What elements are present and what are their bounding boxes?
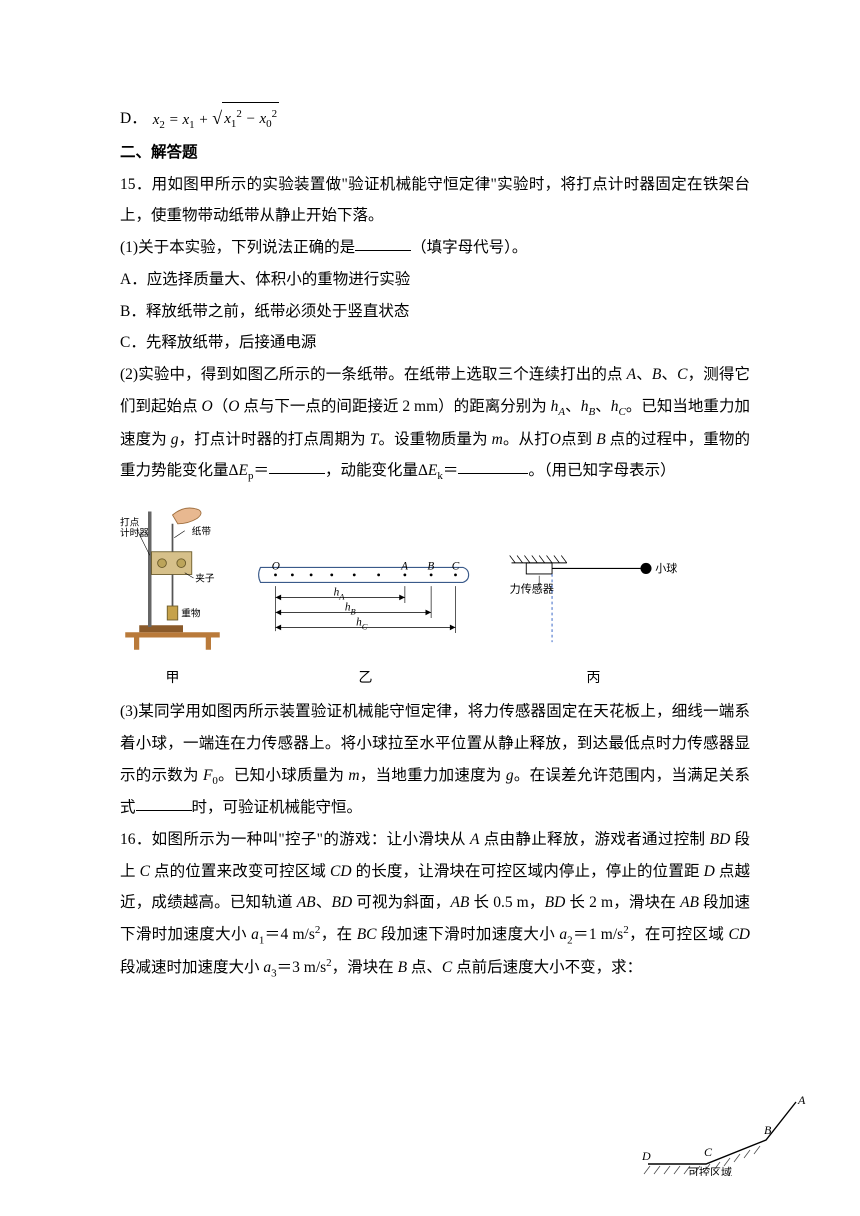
q15-option-b: B．释放纸带之前，纸带必须处于竖直状态: [120, 296, 750, 328]
svg-text:hB: hB: [345, 601, 356, 616]
svg-text:A: A: [400, 560, 408, 572]
svg-text:A: A: [797, 1094, 806, 1107]
svg-text:hA: hA: [334, 586, 346, 601]
q15-p1-prefix: (1)关于本实验，下列说法正确的是: [120, 239, 355, 256]
q16-intro: 16．如图所示为一种叫"控子"的游戏：让小滑块从 A 点由静止释放，游戏者通过控…: [120, 824, 750, 985]
svg-text:纸带: 纸带: [192, 525, 212, 537]
fig-yi-label: 乙: [253, 665, 478, 694]
figure-bing: 力传感器 小球 丙: [506, 550, 681, 694]
blank-1: [355, 235, 411, 252]
fig-jia-label: 甲: [120, 665, 225, 694]
figure-yi: O A B C hA hB hC: [253, 558, 478, 694]
q15-intro: 15．用如图甲所示的实验装置做"验证机械能守恒定律"实验时，将打点计时器固定在铁…: [120, 169, 750, 233]
svg-text:O: O: [272, 560, 280, 572]
svg-text:力传感器: 力传感器: [510, 583, 554, 596]
blank-2: [269, 458, 325, 475]
figures-row: 打点 计时器 纸带 夹子 重物 甲 O A: [120, 494, 750, 694]
q15-option-c: C．先释放纸带，后接通电源: [120, 327, 750, 359]
svg-text:C: C: [704, 1145, 713, 1159]
svg-text:打点: 打点: [120, 517, 140, 529]
option-d-label: D．: [120, 103, 147, 135]
svg-text:重物: 重物: [181, 608, 201, 620]
svg-text:hC: hC: [356, 616, 368, 631]
svg-text:B: B: [427, 560, 434, 572]
option-d-formula: x2 = x1 + √x12 − x02: [153, 100, 279, 137]
figure-bing-svg: 力传感器 小球: [506, 550, 681, 651]
figure-jia: 打点 计时器 纸带 夹子 重物 甲: [120, 494, 225, 694]
blank-3: [458, 458, 528, 475]
svg-text:D: D: [642, 1149, 651, 1163]
q15-part1: (1)关于本实验，下列说法正确的是 （填字母代号）。: [120, 232, 750, 264]
figure-q16: D C B A 可控区域: [642, 1094, 812, 1176]
q15-part3: (3)某同学用如图丙所示装置验证机械能守恒定律，将力传感器固定在天花板上，细线一…: [120, 696, 750, 824]
svg-text:C: C: [452, 560, 460, 572]
q15-option-a: A．应选择质量大、体积小的重物进行实验: [120, 264, 750, 296]
svg-text:夹子: 夹子: [195, 573, 215, 585]
q15-part2: (2)实验中，得到如图乙所示的一条纸带。在纸带上选取三个连续打出的点 A、B、C…: [120, 359, 750, 488]
figure-jia-svg: 打点 计时器 纸带 夹子 重物: [120, 494, 225, 652]
q15-p1-suffix: （填字母代号）。: [411, 239, 527, 256]
svg-text:B: B: [764, 1123, 772, 1137]
svg-text:小球: 小球: [655, 561, 677, 575]
section-2-heading: 二、解答题: [120, 137, 750, 169]
option-d: D． x2 = x1 + √x12 − x02: [120, 100, 750, 137]
svg-text:计时器: 计时器: [120, 527, 149, 539]
blank-4: [136, 795, 192, 812]
fig-bing-label: 丙: [506, 665, 681, 694]
figure-yi-svg: O A B C hA hB hC: [253, 558, 478, 652]
svg-text:可控区域: 可控区域: [688, 1165, 732, 1176]
